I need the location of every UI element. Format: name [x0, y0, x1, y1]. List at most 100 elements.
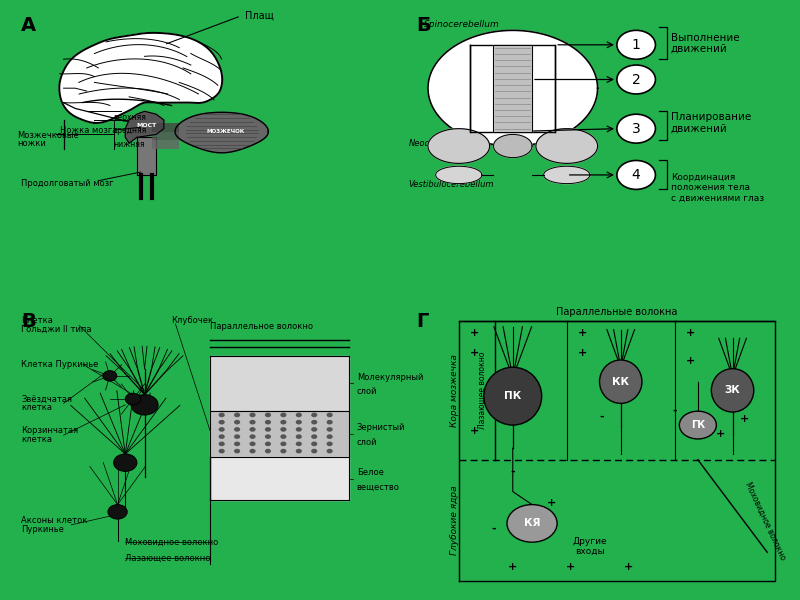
Polygon shape — [428, 31, 598, 146]
Text: МОЗЖЕЧОК: МОЗЖЕЧОК — [206, 129, 245, 134]
Text: Клетка Пуркинье: Клетка Пуркинье — [21, 360, 98, 369]
Circle shape — [250, 413, 256, 417]
Polygon shape — [152, 140, 179, 149]
Circle shape — [296, 427, 302, 432]
Text: Кора мозжечка: Кора мозжечка — [450, 354, 459, 427]
Polygon shape — [494, 134, 532, 158]
Polygon shape — [536, 128, 598, 163]
Text: +: + — [578, 328, 587, 338]
Text: Б: Б — [416, 16, 431, 35]
Polygon shape — [210, 457, 349, 500]
Text: Ножка мозга: Ножка мозга — [60, 125, 117, 134]
Text: слой: слой — [357, 388, 377, 397]
Circle shape — [103, 371, 117, 381]
Circle shape — [507, 505, 557, 542]
Circle shape — [311, 434, 318, 439]
Circle shape — [280, 449, 286, 454]
Text: +: + — [566, 562, 575, 572]
Circle shape — [311, 427, 318, 432]
Text: +: + — [470, 348, 479, 358]
Text: Neocerebellum: Neocerebellum — [409, 139, 472, 148]
Text: ГК: ГК — [690, 420, 705, 430]
Text: Координация
положения тела
с движениями глаз: Координация положения тела с движениями … — [671, 173, 764, 203]
Text: Зернистый: Зернистый — [357, 424, 405, 433]
Circle shape — [280, 442, 286, 446]
Circle shape — [296, 434, 302, 439]
Text: +: + — [546, 498, 556, 508]
Text: +: + — [716, 429, 726, 439]
Text: ПК: ПК — [504, 391, 522, 401]
Text: Мозжечковые: Мозжечковые — [18, 131, 79, 140]
Text: Плащ: Плащ — [245, 11, 274, 21]
Text: клетка: клетка — [21, 435, 52, 444]
Circle shape — [326, 420, 333, 424]
Circle shape — [326, 413, 333, 417]
Polygon shape — [126, 112, 164, 143]
Ellipse shape — [711, 368, 754, 412]
Text: МОСТ: МОСТ — [136, 123, 157, 128]
Text: Продолговатый мозг: Продолговатый мозг — [21, 179, 114, 188]
Circle shape — [250, 442, 256, 446]
Text: Моховидное волокно: Моховидное волокно — [126, 538, 218, 547]
Text: средняя: средняя — [114, 125, 147, 134]
Circle shape — [265, 413, 271, 417]
Circle shape — [250, 420, 256, 424]
Circle shape — [280, 434, 286, 439]
Text: Гольджи II типа: Гольджи II типа — [21, 325, 92, 334]
Text: нижняя: нижняя — [114, 140, 146, 149]
Text: Звёздчатая: Звёздчатая — [21, 395, 72, 404]
Polygon shape — [436, 166, 482, 184]
Text: Корзинчатая: Корзинчатая — [21, 427, 78, 436]
Text: КЯ: КЯ — [524, 518, 540, 529]
Text: слой: слой — [357, 438, 377, 447]
Polygon shape — [152, 131, 179, 140]
Circle shape — [234, 427, 240, 432]
Text: Г: Г — [416, 312, 429, 331]
Text: Клетка: Клетка — [21, 316, 53, 325]
Text: 4: 4 — [632, 168, 641, 182]
Text: верхняя: верхняя — [114, 113, 146, 122]
Text: Vestibulocerebellum: Vestibulocerebellum — [409, 179, 494, 188]
Ellipse shape — [599, 360, 642, 403]
Circle shape — [114, 454, 137, 472]
Circle shape — [296, 413, 302, 417]
Circle shape — [234, 449, 240, 454]
Circle shape — [218, 449, 225, 454]
Circle shape — [250, 449, 256, 454]
Circle shape — [280, 420, 286, 424]
Polygon shape — [210, 356, 349, 410]
Circle shape — [250, 434, 256, 439]
Circle shape — [617, 160, 655, 190]
Circle shape — [234, 420, 240, 424]
Text: +: + — [470, 426, 479, 436]
Text: ЗК: ЗК — [725, 385, 741, 395]
Circle shape — [234, 413, 240, 417]
Text: -: - — [673, 406, 677, 416]
Circle shape — [218, 427, 225, 432]
Text: +: + — [686, 356, 694, 367]
Polygon shape — [137, 137, 156, 175]
Text: вещество: вещество — [357, 483, 399, 492]
Circle shape — [296, 420, 302, 424]
Text: ножки: ножки — [18, 139, 46, 148]
Text: +: + — [624, 562, 633, 572]
Text: +: + — [578, 348, 587, 358]
Circle shape — [311, 413, 318, 417]
Circle shape — [280, 413, 286, 417]
Text: клетка: клетка — [21, 403, 52, 412]
Circle shape — [311, 442, 318, 446]
Text: КК: КК — [612, 377, 630, 386]
Text: -: - — [491, 524, 496, 534]
Text: +: + — [470, 328, 479, 338]
Polygon shape — [152, 123, 179, 131]
Text: 2: 2 — [632, 73, 641, 86]
Circle shape — [617, 31, 655, 59]
Text: Пуркинье: Пуркинье — [21, 524, 64, 533]
Circle shape — [218, 434, 225, 439]
Text: Spinocerebellum: Spinocerebellum — [424, 20, 500, 29]
Circle shape — [218, 442, 225, 446]
Circle shape — [617, 65, 655, 94]
Ellipse shape — [484, 367, 542, 425]
Circle shape — [265, 427, 271, 432]
Text: Лазающее волокно: Лазающее волокно — [478, 352, 486, 429]
